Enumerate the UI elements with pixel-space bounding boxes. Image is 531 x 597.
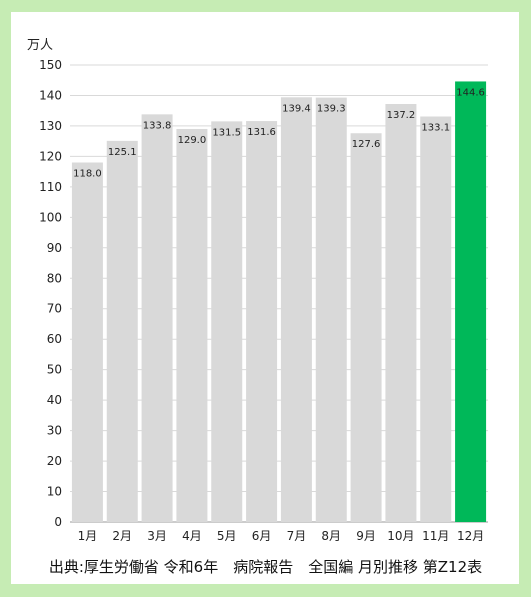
y-tick-label: 0: [54, 515, 62, 529]
bars: [71, 81, 487, 523]
value-label: 131.6: [247, 127, 276, 138]
x-tick-label: 5月: [217, 529, 237, 543]
y-axis: 0 10 20 30 40 50 60 70 80 90 100 110 120 130 140 150: [39, 58, 62, 529]
y-tick-label: 100: [39, 210, 62, 224]
y-tick-label: 150: [39, 58, 62, 72]
value-label: 139.4: [282, 103, 311, 114]
gridlines: [70, 64, 488, 523]
bar: [71, 162, 103, 522]
y-tick-label: 90: [47, 241, 62, 255]
bar: [455, 81, 487, 523]
y-tick-label: 80: [47, 271, 62, 285]
y-tick-label: 30: [47, 424, 62, 438]
x-tick-label: 4月: [182, 529, 202, 543]
y-tick-label: 10: [47, 485, 62, 499]
bar: [211, 121, 243, 522]
value-label: 139.3: [317, 104, 346, 115]
y-tick-label: 60: [47, 332, 62, 346]
value-label: 144.6: [456, 87, 485, 98]
bar: [141, 114, 173, 522]
x-tick-label: 6月: [252, 529, 272, 543]
value-label: 125.1: [108, 147, 137, 158]
source-note: 出典:厚生労働省 令和6年 病院報告 全国編 月別推移 第Z12表: [48, 558, 483, 576]
value-label: 137.2: [387, 110, 416, 121]
y-unit-label: 万人: [27, 38, 53, 53]
bar: [315, 97, 347, 522]
bar: [385, 103, 417, 523]
value-label: 131.5: [212, 127, 241, 138]
x-tick-label: 1月: [78, 529, 98, 543]
bar: [350, 133, 382, 522]
x-tick-label: 9月: [356, 529, 376, 543]
value-label: 127.6: [352, 139, 381, 150]
value-label: 129.0: [178, 135, 207, 146]
x-tick-label: 8月: [321, 529, 341, 543]
value-labels: 118.0 125.1 133.8 129.0 131.5 131.6 139.4 139.3…: [73, 87, 485, 179]
y-tick-label: 40: [47, 393, 62, 407]
y-tick-label: 70: [47, 302, 62, 316]
y-tick-label: 20: [47, 454, 62, 468]
x-tick-label: 7月: [287, 529, 307, 543]
value-label: 133.8: [143, 120, 172, 131]
value-label: 133.1: [421, 122, 450, 133]
x-tick-label: 11月: [422, 529, 449, 543]
y-tick-label: 120: [39, 149, 62, 163]
y-tick-label: 50: [47, 363, 62, 377]
bar: [280, 97, 312, 522]
x-tick-label: 3月: [147, 529, 167, 543]
bar: [176, 128, 208, 523]
x-tick-label: 12月: [457, 529, 484, 543]
y-tick-label: 130: [39, 119, 62, 133]
bar: [420, 116, 452, 522]
y-tick-label: 140: [39, 88, 62, 102]
x-tick-label: 2月: [112, 529, 132, 543]
y-tick-label: 110: [39, 180, 62, 194]
bar: [246, 121, 278, 523]
x-tick-label: 10月: [387, 529, 414, 543]
value-label: 118.0: [73, 168, 102, 179]
bar: [106, 140, 138, 522]
x-axis: 1月 2月 3月 4月 5月 6月 7月 8月 9月 10月 11月 12月: [78, 529, 485, 543]
